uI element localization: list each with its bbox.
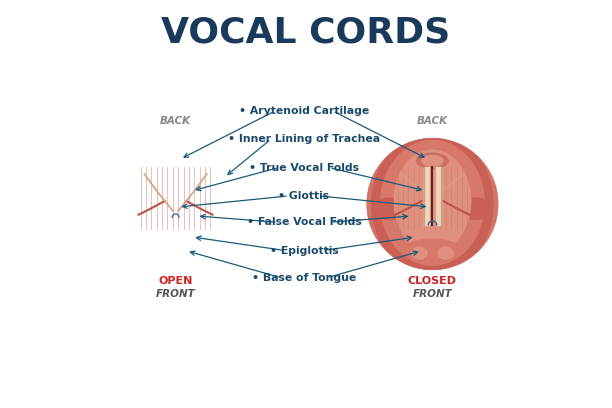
Polygon shape xyxy=(144,174,173,214)
Ellipse shape xyxy=(202,197,235,220)
Polygon shape xyxy=(435,167,441,225)
Text: • Inner Lining of Trachea: • Inner Lining of Trachea xyxy=(228,134,380,144)
Ellipse shape xyxy=(154,246,171,260)
Polygon shape xyxy=(173,201,179,217)
Ellipse shape xyxy=(116,197,149,220)
Ellipse shape xyxy=(394,149,471,253)
Ellipse shape xyxy=(411,246,428,260)
Ellipse shape xyxy=(459,197,492,220)
Text: • Base of Tongue: • Base of Tongue xyxy=(252,273,356,283)
Ellipse shape xyxy=(149,239,203,259)
Ellipse shape xyxy=(110,128,242,280)
Text: BACK: BACK xyxy=(160,116,191,126)
Text: BACK: BACK xyxy=(417,116,448,126)
Ellipse shape xyxy=(109,127,242,281)
Ellipse shape xyxy=(181,246,197,260)
Text: FRONT: FRONT xyxy=(155,289,195,299)
Text: • False Vocal Folds: • False Vocal Folds xyxy=(247,217,361,227)
Text: OPEN: OPEN xyxy=(159,276,193,286)
Text: • Glottis: • Glottis xyxy=(278,191,329,201)
Text: • Arytenoid Cartilage: • Arytenoid Cartilage xyxy=(239,106,369,116)
Text: • Epiglottis: • Epiglottis xyxy=(270,246,338,255)
Text: FRONT: FRONT xyxy=(412,289,452,299)
Polygon shape xyxy=(178,174,207,214)
Ellipse shape xyxy=(114,133,237,275)
Ellipse shape xyxy=(366,127,499,281)
Polygon shape xyxy=(424,167,430,225)
Text: VOCAL CORDS: VOCAL CORDS xyxy=(162,16,450,49)
Ellipse shape xyxy=(159,153,192,169)
Ellipse shape xyxy=(136,149,214,253)
Ellipse shape xyxy=(416,153,449,169)
Ellipse shape xyxy=(123,140,228,266)
Ellipse shape xyxy=(380,140,485,266)
Ellipse shape xyxy=(367,128,498,280)
Ellipse shape xyxy=(373,197,406,220)
Ellipse shape xyxy=(371,133,494,275)
Ellipse shape xyxy=(421,155,444,167)
Ellipse shape xyxy=(164,155,187,167)
Ellipse shape xyxy=(405,239,460,259)
Ellipse shape xyxy=(437,246,454,260)
Text: • True Vocal Folds: • True Vocal Folds xyxy=(249,162,359,173)
Text: CLOSED: CLOSED xyxy=(408,276,457,286)
